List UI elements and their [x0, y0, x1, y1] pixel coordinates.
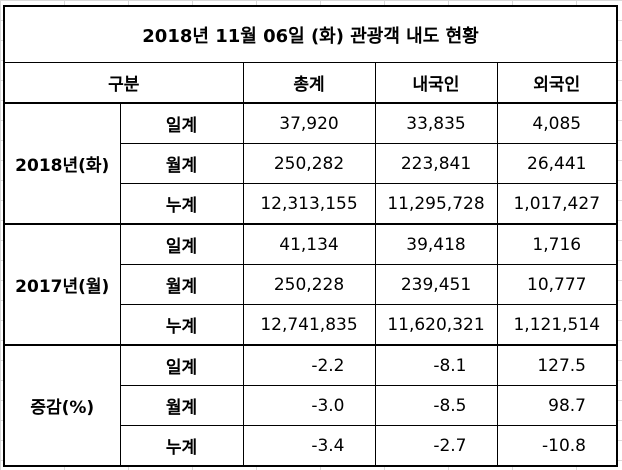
cell-domestic[interactable]: -8.1 [374, 344, 498, 386]
header-foreign[interactable]: 외국인 [496, 62, 618, 104]
cell-total[interactable]: 12,313,155 [242, 183, 376, 225]
header-total[interactable]: 총계 [242, 62, 376, 104]
cell-foreign[interactable]: 26,441 [496, 143, 618, 184]
cell-domestic[interactable]: 11,620,321 [374, 304, 498, 346]
cell-domestic[interactable]: 223,841 [374, 143, 498, 184]
cell-foreign[interactable]: 4,085 [496, 102, 618, 144]
cell-foreign[interactable]: 127.5 [496, 344, 618, 386]
row-label-cumulative[interactable]: 누계 [119, 183, 244, 225]
cell-domestic[interactable]: 39,418 [374, 223, 498, 265]
row-label-cumulative[interactable]: 누계 [119, 304, 244, 346]
cell-foreign[interactable]: 98.7 [496, 385, 618, 426]
cell-domestic[interactable]: 239,451 [374, 264, 498, 305]
cell-domestic[interactable]: -2.7 [374, 425, 498, 467]
cell-total[interactable]: 37,920 [242, 102, 376, 144]
group-label-2018[interactable]: 2018년(화) [3, 102, 121, 225]
cell-domestic[interactable]: -8.5 [374, 385, 498, 426]
header-category[interactable]: 구분 [3, 62, 244, 104]
cell-total[interactable]: -2.2 [242, 344, 376, 386]
header-domestic[interactable]: 내국인 [374, 62, 498, 104]
cell-total[interactable]: 12,741,835 [242, 304, 376, 346]
row-label-daily[interactable]: 일계 [119, 344, 244, 386]
row-label-daily[interactable]: 일계 [119, 102, 244, 144]
cell-total[interactable]: 250,282 [242, 143, 376, 184]
row-label-monthly[interactable]: 월계 [119, 143, 244, 184]
table-title[interactable]: 2018년 11월 06일 (화) 관광객 내도 현황 [3, 5, 618, 63]
cell-foreign[interactable]: 1,121,514 [496, 304, 618, 346]
tourist-stats-table: 2018년 11월 06일 (화) 관광객 내도 현황 구분 총계 내국인 외국… [3, 5, 618, 467]
cell-total[interactable]: 250,228 [242, 264, 376, 305]
cell-total[interactable]: -3.4 [242, 425, 376, 467]
row-label-monthly[interactable]: 월계 [119, 385, 244, 426]
cell-foreign[interactable]: 10,777 [496, 264, 618, 305]
cell-foreign[interactable]: -10.8 [496, 425, 618, 467]
cell-domestic[interactable]: 33,835 [374, 102, 498, 144]
row-label-cumulative[interactable]: 누계 [119, 425, 244, 467]
cell-foreign[interactable]: 1,716 [496, 223, 618, 265]
group-label-2017[interactable]: 2017년(월) [3, 223, 121, 346]
cell-total[interactable]: 41,134 [242, 223, 376, 265]
row-label-monthly[interactable]: 월계 [119, 264, 244, 305]
row-label-daily[interactable]: 일계 [119, 223, 244, 265]
cell-total[interactable]: -3.0 [242, 385, 376, 426]
group-label-change[interactable]: 증감(%) [3, 344, 121, 467]
cell-domestic[interactable]: 11,295,728 [374, 183, 498, 225]
cell-foreign[interactable]: 1,017,427 [496, 183, 618, 225]
